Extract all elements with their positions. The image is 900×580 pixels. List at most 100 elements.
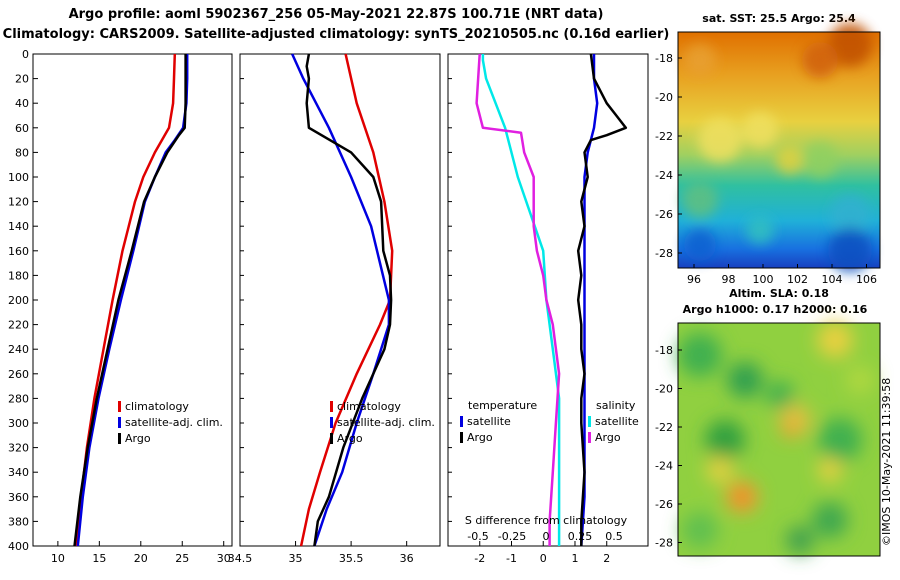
secondary-x-tick-label: 0 xyxy=(543,530,550,543)
legend-label: satellite-adj. clim. xyxy=(125,416,223,429)
sst-y-tick-label: -24 xyxy=(655,169,673,182)
sst-x-tick-label: 96 xyxy=(687,273,701,286)
y-tick-label: 240 xyxy=(8,343,29,356)
sst-x-tick-label: 100 xyxy=(753,273,774,286)
sla-map-subtitle: Argo h1000: 0.17 h2000: 0.16 xyxy=(683,303,868,316)
sst-x-tick-label: 102 xyxy=(787,273,808,286)
series-line-satellite-adj-clim- xyxy=(76,54,189,547)
legend-label: climatology xyxy=(125,400,189,413)
sla-patch xyxy=(812,502,848,538)
x-tick-label: 0 xyxy=(540,552,547,565)
copyright-stamp: ©IMOS 10-May-2021 11:39:58 xyxy=(880,378,893,546)
series-line-argo xyxy=(305,53,393,547)
series-line-climatology xyxy=(74,53,177,547)
secondary-x-tick-label: 0.25 xyxy=(568,530,593,543)
sla-patch xyxy=(727,362,763,398)
sla-patch xyxy=(786,526,814,554)
y-tick-label: 180 xyxy=(8,269,29,282)
x-tick-label: -1 xyxy=(506,552,517,565)
series-line-temperature-satellite xyxy=(481,54,561,546)
series-line-climatology xyxy=(299,53,394,547)
sla-heatmap-detail xyxy=(678,322,874,554)
y-tick-label: 0 xyxy=(22,48,29,61)
x-tick-label: 36 xyxy=(400,552,414,565)
plot-frame-difference-profile xyxy=(447,53,649,547)
legend-swatch xyxy=(330,401,333,412)
legend-label: climatology xyxy=(337,400,401,413)
sla-patch xyxy=(782,422,798,438)
figure-title-line2: Climatology: CARS2009. Satellite-adjuste… xyxy=(2,27,670,42)
sla-patch xyxy=(817,322,853,358)
sla-patch xyxy=(705,420,745,460)
sla-y-tick-label: -18 xyxy=(655,344,673,357)
y-tick-label: 60 xyxy=(15,122,29,135)
legend-label: satellite-adj. clim. xyxy=(337,416,435,429)
sst-map-frame xyxy=(677,31,881,269)
y-tick-label: 320 xyxy=(8,442,29,455)
plot-frame-salinity-profile xyxy=(239,53,441,547)
sla-map-frame xyxy=(677,322,881,557)
x-tick-label: 2 xyxy=(603,552,610,565)
secondary-x-tick-label: -0.5 xyxy=(467,530,488,543)
secondary-x-tick-label: 0.5 xyxy=(605,530,623,543)
sla-patch xyxy=(818,458,842,482)
x-tick-label: 15 xyxy=(92,552,106,565)
x-tick-label: 20 xyxy=(134,552,148,565)
sst-y-tick-label: -22 xyxy=(655,130,673,143)
legend-title-salinity: salinity xyxy=(596,399,636,412)
x-tick-label: 35 xyxy=(289,552,303,565)
y-tick-label: 80 xyxy=(15,146,29,159)
sla-patch xyxy=(734,489,750,505)
legend-swatch xyxy=(330,433,333,444)
legend-label: Argo xyxy=(125,432,151,445)
legend-swatch xyxy=(588,432,591,443)
y-tick-label: 20 xyxy=(15,73,29,86)
sla-patch xyxy=(818,418,862,462)
y-tick-label: 160 xyxy=(8,245,29,258)
y-tick-label: 380 xyxy=(8,515,29,528)
series-line-argo xyxy=(73,54,187,547)
sla-patch xyxy=(678,333,722,377)
sst-y-tick-label: -28 xyxy=(655,247,673,260)
sla-map-title: Altim. SLA: 0.18 xyxy=(729,287,829,300)
legend-swatch xyxy=(460,416,463,427)
y-tick-label: 360 xyxy=(8,491,29,504)
legend-label: Argo xyxy=(595,431,621,444)
sst-patch xyxy=(684,44,716,76)
sla-patch xyxy=(706,456,734,484)
legend-label: satellite xyxy=(595,415,639,428)
sla-patch xyxy=(682,512,718,548)
sla-patch xyxy=(846,366,874,394)
y-tick-label: 140 xyxy=(8,220,29,233)
sst-patch xyxy=(684,229,716,261)
sst-patch xyxy=(828,23,872,67)
legend-swatch xyxy=(460,432,463,443)
sst-patch xyxy=(830,195,870,235)
series-line-salinity-argo xyxy=(576,53,628,546)
legend-swatch xyxy=(118,417,121,428)
sst-y-tick-label: -20 xyxy=(655,91,673,104)
legend-label: Argo xyxy=(337,432,363,445)
sla-patch xyxy=(766,381,794,409)
legend-swatch xyxy=(118,401,121,412)
sst-x-tick-label: 98 xyxy=(722,273,736,286)
sst-patch xyxy=(776,146,804,174)
sst-y-tick-label: -18 xyxy=(655,52,673,65)
y-tick-label: 300 xyxy=(8,417,29,430)
plot-frame-temperature-profile xyxy=(32,53,233,547)
legend-swatch xyxy=(118,433,121,444)
footer-stamp-rotated: ©IMOS 10-May-2021 11:39:58 xyxy=(880,378,893,546)
sst-patch xyxy=(802,42,838,78)
sst-patch xyxy=(698,118,742,162)
sla-y-tick-label: -28 xyxy=(655,537,673,550)
y-tick-label: 120 xyxy=(8,196,29,209)
x-tick-label: 30 xyxy=(217,552,231,565)
x-tick-label: -2 xyxy=(474,552,485,565)
sst-map-title: sat. SST: 25.5 Argo: 25.4 xyxy=(702,12,856,25)
x-tick-label: 35.5 xyxy=(339,552,364,565)
y-tick-label: 400 xyxy=(8,540,29,553)
sst-patch xyxy=(746,216,774,244)
legend-swatch xyxy=(330,417,333,428)
legend-label: satellite xyxy=(467,415,511,428)
